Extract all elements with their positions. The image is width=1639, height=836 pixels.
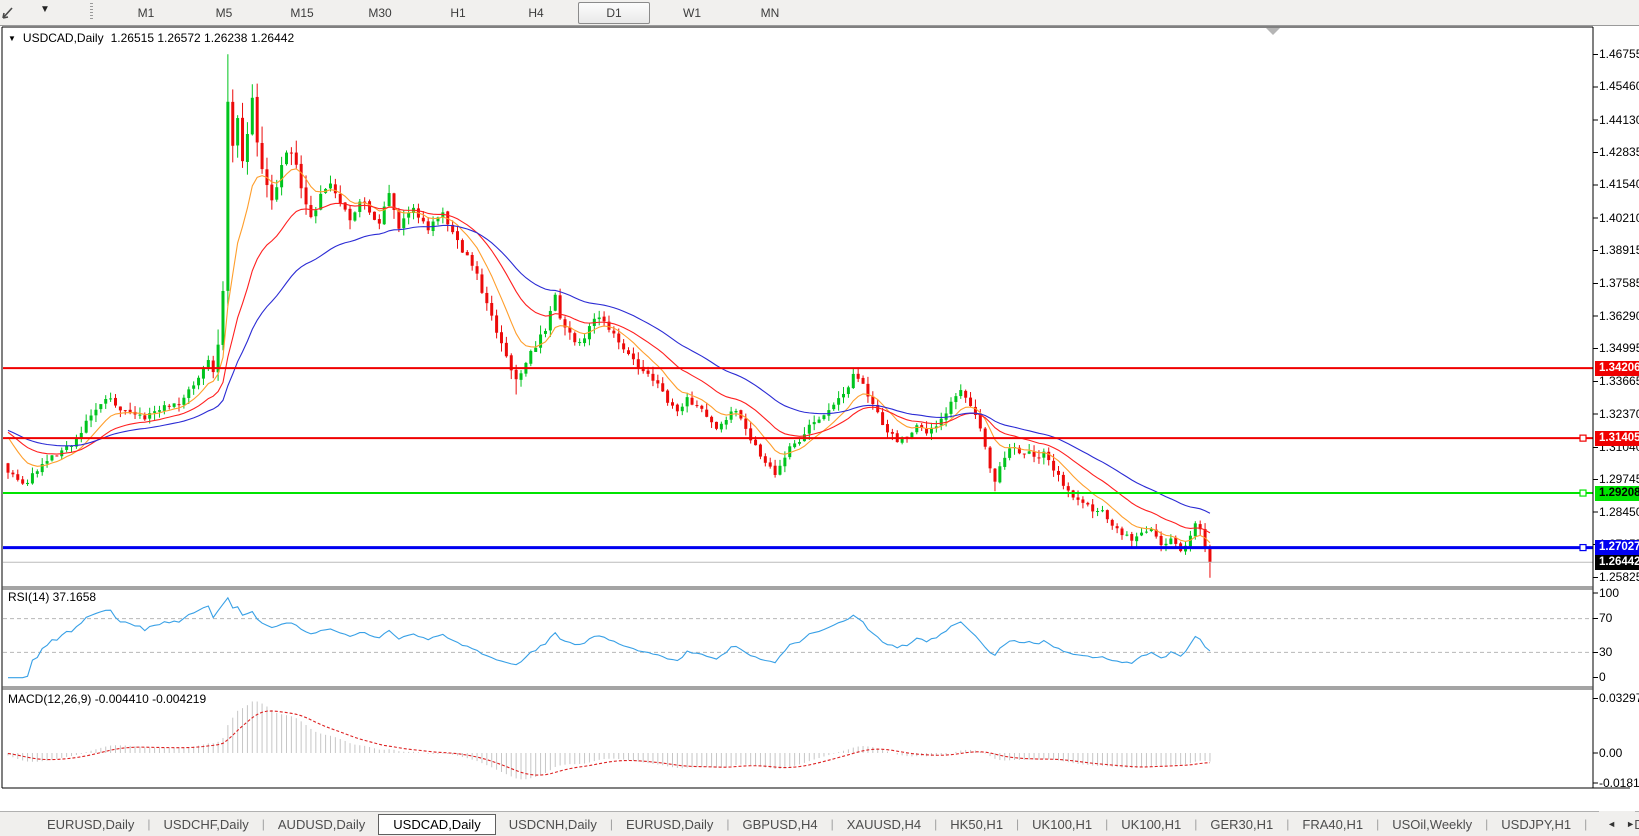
symbol-tab-audusd-daily[interactable]: AUDUSD,Daily bbox=[277, 816, 366, 832]
price-axis-label: 1.45460 bbox=[1599, 79, 1639, 94]
tab-separator: | bbox=[609, 817, 613, 831]
rsi-axis-label: 30 bbox=[1599, 644, 1613, 659]
rsi-layer bbox=[3, 596, 1593, 679]
tab-separator: | bbox=[1584, 817, 1588, 831]
candlestick-layer bbox=[6, 54, 1212, 578]
tab-scroll-buttons: ◄ ► bbox=[1599, 811, 1635, 836]
level-price-badge: 1.29208 bbox=[1595, 485, 1639, 501]
tab-separator: | bbox=[1194, 817, 1198, 831]
chart-title: ▼ USDCAD,Daily 1.26515 1.26572 1.26238 1… bbox=[8, 31, 294, 45]
macd-axis-label: -0.018154 bbox=[1599, 775, 1639, 790]
price-axis-label: 1.29745 bbox=[1599, 472, 1639, 487]
drawing-tool-icon[interactable] bbox=[0, 3, 22, 21]
tab-separator: | bbox=[1376, 817, 1380, 831]
price-axis-label: 1.33665 bbox=[1599, 374, 1639, 389]
timeframe-button-m5[interactable]: M5 bbox=[215, 6, 233, 20]
toolbar-grip bbox=[90, 3, 93, 21]
symbol-tab-fra40-h1[interactable]: FRA40,H1 bbox=[1302, 816, 1364, 832]
tab-scroll-right-icon[interactable]: ► bbox=[1626, 818, 1635, 829]
chart-shift-marker-icon[interactable] bbox=[1266, 28, 1280, 35]
timeframe-button-m15[interactable]: M15 bbox=[290, 6, 314, 20]
rsi-axis-label: 70 bbox=[1599, 611, 1613, 626]
ma-line-40 bbox=[7, 224, 1211, 514]
tab-separator: | bbox=[726, 817, 730, 831]
chart-frame bbox=[1, 26, 1630, 789]
symbol-tab-usdchf-daily[interactable]: USDCHF,Daily bbox=[163, 816, 249, 832]
price-axis-label: 1.40210 bbox=[1599, 210, 1639, 225]
price-axis-label: 1.44130 bbox=[1599, 112, 1639, 127]
macd-axis-label: 0.00 bbox=[1599, 745, 1623, 760]
tab-separator: | bbox=[1016, 817, 1020, 831]
price-axis-label: 1.28450 bbox=[1599, 504, 1639, 519]
timeframe-button-m30[interactable]: M30 bbox=[368, 6, 392, 20]
level-price-badge: 1.31405 bbox=[1595, 430, 1639, 446]
chart-ohlc-values: 1.26515 1.26572 1.26238 1.26442 bbox=[110, 31, 295, 45]
symbol-tab-uk100-h1[interactable]: UK100,H1 bbox=[1032, 816, 1093, 832]
symbol-tab-xauusd-h4[interactable]: XAUUSD,H4 bbox=[846, 816, 922, 832]
rsi-axis-label: 0 bbox=[1599, 670, 1606, 685]
symbol-tab-usdcnh-daily[interactable]: USDCNH,Daily bbox=[508, 816, 597, 832]
tab-separator: | bbox=[1286, 817, 1290, 831]
timeframe-button-w1[interactable]: W1 bbox=[683, 6, 701, 20]
level-price-badge: 1.27027 bbox=[1595, 540, 1639, 556]
timeframe-toolbar: M1 M5 M15 M30 H1 H4 D1 W1 MN bbox=[110, 2, 806, 24]
timeframe-button-d1[interactable]: D1 bbox=[578, 2, 650, 24]
symbol-tab-usdcad-daily[interactable]: USDCAD,Daily bbox=[378, 813, 496, 835]
rsi-indicator-label: RSI(14) 37.1658 bbox=[8, 590, 97, 604]
tab-scroll-left-icon[interactable]: ◄ bbox=[1607, 818, 1617, 829]
timeframe-button-m1[interactable]: M1 bbox=[137, 6, 155, 20]
price-axis-label: 1.36290 bbox=[1599, 308, 1639, 323]
macd-layer bbox=[7, 701, 1211, 780]
chart-symbol-period: USDCAD,Daily bbox=[22, 31, 104, 45]
price-axis-label: 1.25825 bbox=[1599, 570, 1639, 585]
timeframe-button-mn[interactable]: MN bbox=[760, 6, 780, 20]
symbol-tab-usdjpy-h1[interactable]: USDJPY,H1 bbox=[1501, 816, 1572, 832]
symbol-tab-ger30-h1[interactable]: GER30,H1 bbox=[1210, 816, 1274, 832]
symbol-tab-hk50-h1[interactable]: HK50,H1 bbox=[950, 816, 1004, 832]
symbol-tab-bar: EURUSD,Daily | USDCHF,Daily | AUDUSD,Daily US… bbox=[0, 811, 1639, 836]
ma-line-21 bbox=[7, 202, 1211, 534]
symbol-tab-gbpusd-h4[interactable]: GBPUSD,H4 bbox=[742, 816, 818, 832]
bid-price-badge: 1.26442 bbox=[1595, 554, 1639, 570]
symbol-tab-eurusd-daily[interactable]: EURUSD,Daily bbox=[625, 816, 714, 832]
timeframe-button-h1[interactable]: H1 bbox=[450, 6, 466, 20]
price-axis-label: 1.32370 bbox=[1599, 406, 1639, 421]
symbol-tab-eurusd-daily[interactable]: EURUSD,Daily bbox=[47, 816, 135, 832]
macd-axis-label: 0.032972 bbox=[1599, 690, 1639, 705]
tab-separator: | bbox=[261, 817, 265, 831]
horizontal-levels-layer bbox=[3, 367, 1593, 552]
macd-indicator-label: MACD(12,26,9) -0.004410 -0.004219 bbox=[8, 692, 207, 706]
price-axis-label: 1.42835 bbox=[1599, 144, 1639, 159]
tab-separator: | bbox=[147, 817, 151, 831]
collapse-icon[interactable]: ▼ bbox=[8, 33, 16, 43]
tab-separator: | bbox=[1105, 817, 1109, 831]
tab-separator: | bbox=[934, 817, 938, 831]
tab-separator: | bbox=[830, 817, 834, 831]
level-price-badge: 1.34206 bbox=[1595, 360, 1639, 376]
price-axis-label: 1.37585 bbox=[1599, 276, 1639, 291]
symbol-tab-usoil-weekly[interactable]: USOil,Weekly bbox=[1392, 816, 1473, 832]
ma-line-9 bbox=[7, 168, 1211, 544]
symbol-tab-uk100-h1[interactable]: UK100,H1 bbox=[1121, 816, 1182, 832]
price-axis-label: 1.46755 bbox=[1599, 46, 1639, 61]
price-axis-label: 1.38915 bbox=[1599, 242, 1639, 257]
price-axis-label: 1.34995 bbox=[1599, 340, 1639, 355]
tab-separator: | bbox=[1485, 817, 1489, 831]
top-toolbar: ▼ M1 M5 M15 M30 H1 H4 D1 W1 MN bbox=[0, 0, 1639, 26]
timeframe-button-h4[interactable]: H4 bbox=[528, 6, 544, 20]
price-axis-label: 1.41540 bbox=[1599, 177, 1639, 192]
tool-dropdown-caret-icon[interactable]: ▼ bbox=[40, 4, 50, 15]
rsi-axis-label: 100 bbox=[1599, 585, 1620, 600]
